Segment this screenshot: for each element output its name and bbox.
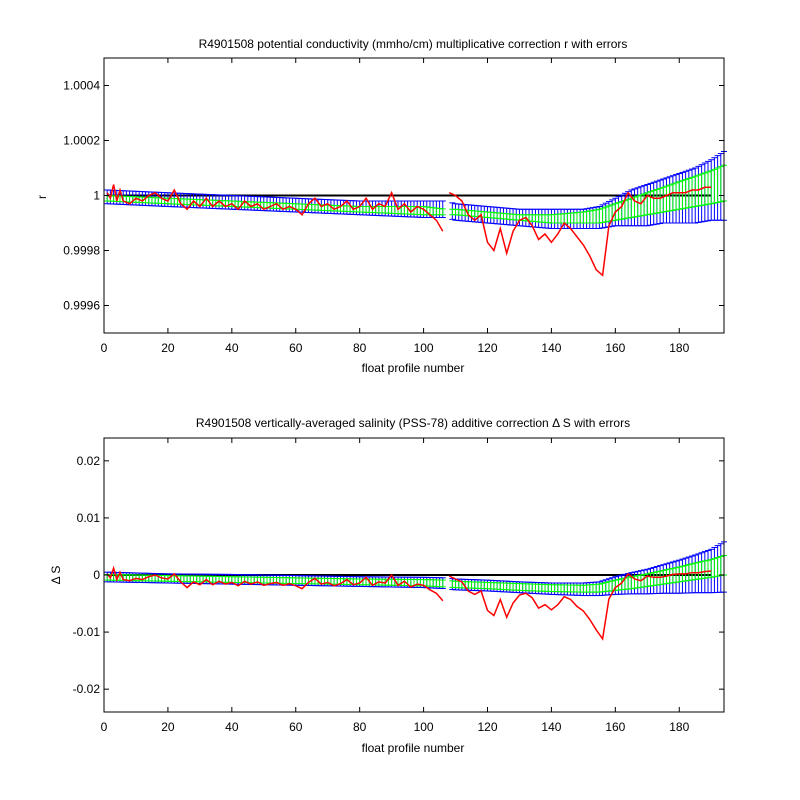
- x-tick-label: 60: [289, 720, 303, 734]
- salinity-x-axis-label: float profile number: [362, 741, 465, 755]
- x-tick-label: 40: [225, 720, 239, 734]
- salinity-plot-area: 0 20 40 60 80 100 120 140 160 180 -0.02 -0.01 0 0.01 0…: [73, 437, 727, 734]
- salinity-correction-panel: R4901508 vertically-averaged salinity (P…: [49, 416, 727, 755]
- x-tick-label: 120: [477, 341, 497, 355]
- y-tick-label: -0.02: [73, 682, 101, 696]
- x-tick-label: 0: [101, 720, 108, 734]
- estimate-line: [106, 184, 444, 232]
- y-tick-label: 0.9996: [63, 299, 100, 313]
- conductivity-y-axis-label: r: [35, 195, 49, 199]
- x-tick-label: 160: [605, 720, 625, 734]
- y-tick-label: 0.02: [77, 454, 101, 468]
- y-tick-label: 1.0004: [63, 79, 100, 93]
- x-tick-label: 80: [353, 341, 367, 355]
- x-tick-label: 180: [669, 720, 689, 734]
- conductivity-correction-panel: R4901508 potential conductivity (mmho/cm…: [35, 37, 727, 375]
- y-tick-label: 0.9998: [63, 244, 100, 258]
- x-tick-label: 20: [161, 341, 175, 355]
- x-tick-label: 100: [414, 341, 434, 355]
- y-tick-label: 0: [93, 568, 100, 582]
- estimate-line: [448, 186, 712, 277]
- x-tick-label: 40: [225, 341, 239, 355]
- x-tick-label: 60: [289, 341, 303, 355]
- y-tick-label: 0.01: [77, 511, 101, 525]
- conductivity-plot-area: 0 20 40 60 80 100 120 140 160 180 0.9996 0.9998 1 1.0…: [63, 57, 727, 355]
- salinity-y-axis-label: Δ S: [49, 566, 63, 585]
- estimate-line: [448, 570, 712, 641]
- estimate-line: [106, 565, 444, 602]
- x-tick-label: 140: [541, 720, 561, 734]
- conductivity-x-axis-label: float profile number: [362, 361, 465, 375]
- x-tick-label: 160: [605, 341, 625, 355]
- x-tick-label: 120: [477, 720, 497, 734]
- y-tick-label: -0.01: [73, 625, 101, 639]
- x-tick-label: 80: [353, 720, 367, 734]
- salinity-chart-title: R4901508 vertically-averaged salinity (P…: [196, 416, 630, 430]
- conductivity-chart-title: R4901508 potential conductivity (mmho/cm…: [199, 37, 628, 51]
- x-tick-label: 140: [541, 341, 561, 355]
- y-tick-label: 1: [93, 189, 100, 203]
- x-tick-label: 0: [101, 341, 108, 355]
- y-tick-label: 1.0002: [63, 134, 100, 148]
- x-tick-label: 100: [414, 720, 434, 734]
- outer-error-bars: [104, 541, 727, 597]
- x-tick-label: 20: [161, 720, 175, 734]
- x-tick-label: 180: [669, 341, 689, 355]
